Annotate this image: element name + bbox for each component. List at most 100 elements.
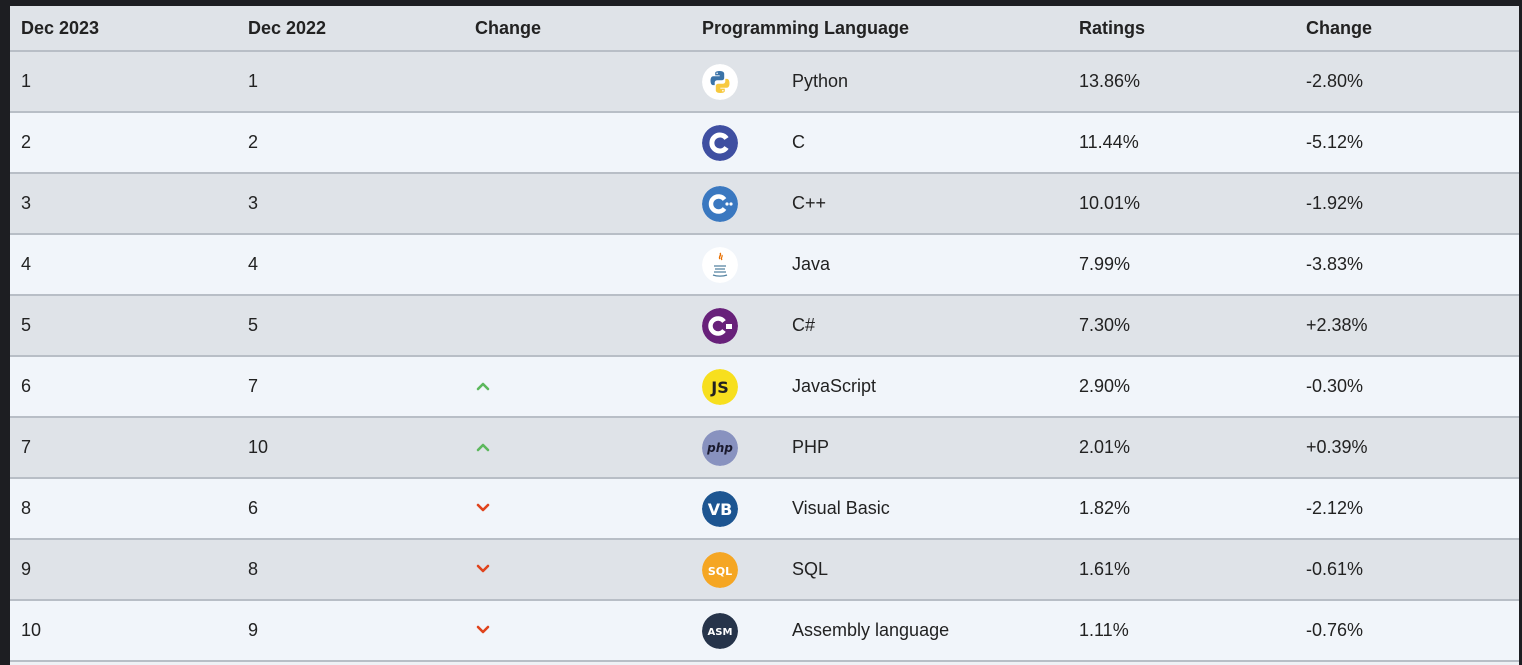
language-cell: Python <box>691 51 1068 113</box>
rating-cell: 7.30% <box>1068 295 1295 357</box>
rank-change-cell <box>464 478 691 540</box>
js-logo-text: JS <box>710 378 728 397</box>
header-ratings[interactable]: Ratings <box>1068 6 1295 52</box>
tiobe-index-table: Dec 2023 Dec 2022 Change Programming Lan… <box>10 6 1519 662</box>
rank-2022-cell: 9 <box>237 600 464 662</box>
language-cell: SQL SQL <box>691 539 1068 601</box>
rating-change-cell: +2.38% <box>1295 295 1519 357</box>
rank-change-cell <box>464 539 691 601</box>
table-row: 8 6 VB Visual Basic 1.82% -2.12% <box>10 478 1519 540</box>
table-row: 4 4 Java 7.99% -3.83% <box>10 234 1519 296</box>
header-rating-change[interactable]: Change <box>1295 6 1519 52</box>
header-programming-language[interactable]: Programming Language <box>691 6 1068 52</box>
visual-basic-logo-icon: VB <box>702 490 738 527</box>
rating-cell: 2.01% <box>1068 417 1295 479</box>
rank-2023-cell: 3 <box>10 173 237 235</box>
csharp-logo-icon <box>702 307 738 344</box>
table-row: 1 1 Python 13.86% -2.80% <box>10 51 1519 113</box>
table-row: 10 9 ASM Assembly language 1.11% -0.76% <box>10 600 1519 662</box>
rank-down-icon <box>476 564 490 573</box>
language-cell: ASM Assembly language <box>691 600 1068 662</box>
vb-logo-text: VB <box>708 500 733 519</box>
table-body: 1 1 Python 13.86% -2.80% 2 2 C 11.44% -5.12% 3 3 C++… <box>10 51 1519 662</box>
c-logo-icon <box>702 124 738 161</box>
language-name[interactable]: Visual Basic <box>792 498 890 518</box>
rank-2022-cell: 2 <box>237 112 464 174</box>
rating-change-cell: -0.76% <box>1295 600 1519 662</box>
rank-2022-cell: 10 <box>237 417 464 479</box>
sql-logo-text: SQL <box>708 565 732 578</box>
language-cell: php PHP <box>691 417 1068 479</box>
rating-change-cell: -0.61% <box>1295 539 1519 601</box>
rank-change-cell <box>464 173 691 235</box>
rank-2023-cell: 7 <box>10 417 237 479</box>
rating-change-cell: -2.12% <box>1295 478 1519 540</box>
language-name[interactable]: SQL <box>792 559 829 579</box>
rank-change-cell <box>464 295 691 357</box>
rating-change-cell: +0.39% <box>1295 417 1519 479</box>
language-cell: C <box>691 112 1068 174</box>
language-name[interactable]: Python <box>792 71 849 91</box>
header-dec-2022[interactable]: Dec 2022 <box>237 6 464 52</box>
rank-2022-cell: 6 <box>237 478 464 540</box>
sql-logo-icon: SQL <box>702 551 738 588</box>
cpp-logo-icon <box>702 185 738 222</box>
rank-change-cell <box>464 356 691 418</box>
rank-2022-cell: 5 <box>237 295 464 357</box>
header-rank-change[interactable]: Change <box>464 6 691 52</box>
rating-change-cell: -5.12% <box>1295 112 1519 174</box>
asm-logo-text: ASM <box>708 627 733 638</box>
rank-change-cell <box>464 600 691 662</box>
rating-cell: 1.11% <box>1068 600 1295 662</box>
header-dec-2023[interactable]: Dec 2023 <box>10 6 237 52</box>
rank-2023-cell: 8 <box>10 478 237 540</box>
rating-change-cell: -3.83% <box>1295 234 1519 296</box>
language-name[interactable]: JavaScript <box>792 376 877 396</box>
rating-cell: 7.99% <box>1068 234 1295 296</box>
rank-up-icon <box>476 382 490 391</box>
rating-change-cell: -2.80% <box>1295 51 1519 113</box>
rank-2022-cell: 7 <box>237 356 464 418</box>
rank-change-cell <box>464 51 691 113</box>
rank-2022-cell: 4 <box>237 234 464 296</box>
language-cell: C# <box>691 295 1068 357</box>
table-row: 7 10 php PHP 2.01% +0.39% <box>10 417 1519 479</box>
rating-change-cell: -1.92% <box>1295 173 1519 235</box>
rank-2023-cell: 5 <box>10 295 237 357</box>
python-logo-icon <box>702 63 738 100</box>
language-name[interactable]: C <box>792 132 805 152</box>
language-cell: C++ <box>691 173 1068 235</box>
javascript-logo-icon: JS <box>702 368 738 405</box>
rating-cell: 2.90% <box>1068 356 1295 418</box>
rating-cell: 1.82% <box>1068 478 1295 540</box>
language-cell: VB Visual Basic <box>691 478 1068 540</box>
java-logo-icon <box>702 246 738 283</box>
rank-2023-cell: 1 <box>10 51 237 113</box>
rank-change-cell <box>464 234 691 296</box>
language-name[interactable]: Java <box>792 254 831 274</box>
rank-down-icon <box>476 625 490 634</box>
php-logo-text: php <box>706 441 733 455</box>
rank-2023-cell: 4 <box>10 234 237 296</box>
language-name[interactable]: Assembly language <box>792 620 950 640</box>
rank-2023-cell: 9 <box>10 539 237 601</box>
rank-2023-cell: 6 <box>10 356 237 418</box>
table-row: 6 7 JS JavaScript 2.90% -0.30% <box>10 356 1519 418</box>
language-name[interactable]: C++ <box>792 193 827 213</box>
rating-cell: 10.01% <box>1068 173 1295 235</box>
rank-change-cell <box>464 112 691 174</box>
table-row: 9 8 SQL SQL 1.61% -0.61% <box>10 539 1519 601</box>
language-name[interactable]: PHP <box>792 437 830 457</box>
rank-up-icon <box>476 443 490 452</box>
table-row: 3 3 C++ 10.01% -1.92% <box>10 173 1519 235</box>
rank-down-icon <box>476 503 490 512</box>
language-cell: JS JavaScript <box>691 356 1068 418</box>
rank-2023-cell: 10 <box>10 600 237 662</box>
rating-cell: 1.61% <box>1068 539 1295 601</box>
tiobe-index-table-container: Dec 2023 Dec 2022 Change Programming Lan… <box>10 6 1519 665</box>
rating-cell: 13.86% <box>1068 51 1295 113</box>
language-name[interactable]: C# <box>792 315 816 335</box>
rating-cell: 11.44% <box>1068 112 1295 174</box>
table-header-row: Dec 2023 Dec 2022 Change Programming Lan… <box>10 6 1519 52</box>
rank-change-cell <box>464 417 691 479</box>
